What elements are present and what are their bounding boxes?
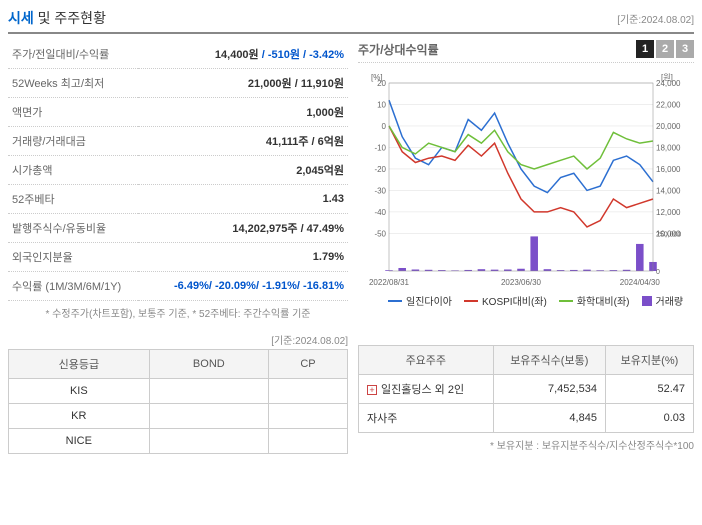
info-value: 21,000원 / 11,910원 xyxy=(138,69,348,98)
table-cell xyxy=(268,379,347,404)
legend-item: KOSPI대비(좌) xyxy=(464,293,547,308)
table-cell xyxy=(149,379,268,404)
info-label: 52주베타 xyxy=(8,185,138,214)
credit-rating-table: 신용등급BONDCP KISKRNICE xyxy=(8,349,348,454)
table-row: NICE xyxy=(9,429,348,454)
info-label: 주가/전일대비/수익률 xyxy=(8,40,138,69)
table-header: 보유지분(%) xyxy=(605,346,693,375)
legend-item: 일진다이아 xyxy=(388,293,452,308)
shareholder-name: 자사주 xyxy=(359,404,494,433)
table-header: 주요주주 xyxy=(359,346,494,375)
table-header: 신용등급 xyxy=(9,350,150,379)
svg-text:20,000: 20,000 xyxy=(656,122,681,131)
info-row: 발행주식수/유동비율14,202,975주 / 47.49% xyxy=(8,214,348,243)
shares-cell: 7,452,534 xyxy=(493,375,605,404)
chart-legend: 일진다이아 KOSPI대비(좌) 화학대비(좌) 거래량 xyxy=(358,289,694,308)
svg-text:-20: -20 xyxy=(374,165,386,174)
shareholder-name: +일진홀딩스 외 2인 xyxy=(359,375,494,404)
table-cell xyxy=(149,404,268,429)
svg-text:12,000: 12,000 xyxy=(656,208,681,217)
info-row: 시가총액2,045억원 xyxy=(8,156,348,185)
svg-text:0: 0 xyxy=(656,269,660,276)
info-value: 1,000원 xyxy=(138,98,348,127)
info-label: 시가총액 xyxy=(8,156,138,185)
info-value: 14,202,975주 / 47.49% xyxy=(138,214,348,243)
table-row: KR xyxy=(9,404,348,429)
shares-cell: 4,845 xyxy=(493,404,605,433)
section-title: 시세 및 주주현황 xyxy=(8,8,106,28)
section-header: 시세 및 주주현황 [기준:2024.08.02] xyxy=(8,8,694,34)
info-row: 주가/전일대비/수익률14,400원 / -510원 / -3.42% xyxy=(8,40,348,69)
info-row: 52Weeks 최고/최저21,000원 / 11,910원 xyxy=(8,69,348,98)
info-value: 1.79% xyxy=(138,243,348,272)
shareholder-footnote: * 보유지분 : 보유지분주식수/지수산정주식수*100 xyxy=(358,437,694,452)
table-cell xyxy=(268,429,347,454)
chart-tab-3[interactable]: 3 xyxy=(676,40,694,58)
info-value: 41,111주 / 6억원 xyxy=(138,127,348,156)
table-cell: KIS xyxy=(9,379,150,404)
chart-tab-1[interactable]: 1 xyxy=(636,40,654,58)
title-rest: 및 주주현황 xyxy=(34,10,106,26)
info-row: 거래량/거래대금41,111주 / 6억원 xyxy=(8,127,348,156)
base-date: [기준:2024.08.02] xyxy=(617,11,694,26)
table-row: 자사주4,8450.03 xyxy=(359,404,694,433)
info-value: -6.49%/ -20.09%/ -1.91%/ -16.81% xyxy=(138,272,348,301)
svg-text:250,000: 250,000 xyxy=(656,231,681,238)
stock-info-table: 주가/전일대비/수익률14,400원 / -510원 / -3.42%52Wee… xyxy=(8,40,348,301)
svg-text:-50: -50 xyxy=(374,229,386,238)
svg-text:2024/04/30: 2024/04/30 xyxy=(620,278,661,287)
svg-text:-30: -30 xyxy=(374,186,386,195)
info-row: 52주베타1.43 xyxy=(8,185,348,214)
svg-text:-10: -10 xyxy=(374,143,386,152)
pct-cell: 0.03 xyxy=(605,404,693,433)
svg-text:[%]: [%] xyxy=(371,73,383,82)
info-value: 1.43 xyxy=(138,185,348,214)
legend-item: 거래량 xyxy=(642,293,684,308)
table-row: KIS xyxy=(9,379,348,404)
svg-text:2023/06/30: 2023/06/30 xyxy=(501,278,542,287)
pct-cell: 52.47 xyxy=(605,375,693,404)
svg-text:18,000: 18,000 xyxy=(656,143,681,152)
table-cell: NICE xyxy=(9,429,150,454)
title-accent: 시세 xyxy=(8,10,34,26)
info-label: 액면가 xyxy=(8,98,138,127)
info-value: 14,400원 / -510원 / -3.42% xyxy=(138,40,348,69)
shareholder-table: 주요주주보유주식수(보통)보유지분(%) +일진홀딩스 외 2인7,452,53… xyxy=(358,345,694,433)
info-row: 외국인지분율1.79% xyxy=(8,243,348,272)
svg-text:0: 0 xyxy=(382,122,387,131)
info-label: 외국인지분율 xyxy=(8,243,138,272)
svg-text:[원]: [원] xyxy=(661,73,673,82)
chart-tab-group: 1 2 3 xyxy=(636,40,694,58)
info-value: 2,045억원 xyxy=(138,156,348,185)
table-cell: KR xyxy=(9,404,150,429)
table-header: CP xyxy=(268,350,347,379)
table-header: 보유주식수(보통) xyxy=(493,346,605,375)
table-cell xyxy=(268,404,347,429)
legend-item: 화학대비(좌) xyxy=(559,293,630,308)
table-row: +일진홀딩스 외 2인7,452,53452.47 xyxy=(359,375,694,404)
table-cell xyxy=(149,429,268,454)
svg-text:2022/08/31: 2022/08/31 xyxy=(369,278,410,287)
expand-icon[interactable]: + xyxy=(367,385,377,395)
credit-date: [기준:2024.08.02] xyxy=(8,332,348,347)
chart-title: 주가/상대수익률 xyxy=(358,41,439,58)
info-row: 액면가1,000원 xyxy=(8,98,348,127)
chart-tab-2[interactable]: 2 xyxy=(656,40,674,58)
svg-text:-40: -40 xyxy=(374,208,386,217)
info-label: 발행주식수/유동비율 xyxy=(8,214,138,243)
svg-text:16,000: 16,000 xyxy=(656,165,681,174)
info-label: 거래량/거래대금 xyxy=(8,127,138,156)
table-header: BOND xyxy=(149,350,268,379)
info-footnote: * 수정주가(차트포함), 보통주 기준, * 52주베타: 주간수익률 기준 xyxy=(8,301,348,320)
price-chart: 20100-10-20-30-40-5024,00022,00020,00018… xyxy=(358,69,694,289)
info-label: 52Weeks 최고/최저 xyxy=(8,69,138,98)
svg-text:10: 10 xyxy=(377,100,386,109)
info-row: 수익률 (1M/3M/6M/1Y)-6.49%/ -20.09%/ -1.91%… xyxy=(8,272,348,301)
svg-text:22,000: 22,000 xyxy=(656,100,681,109)
svg-text:14,000: 14,000 xyxy=(656,186,681,195)
info-label: 수익률 (1M/3M/6M/1Y) xyxy=(8,272,138,301)
